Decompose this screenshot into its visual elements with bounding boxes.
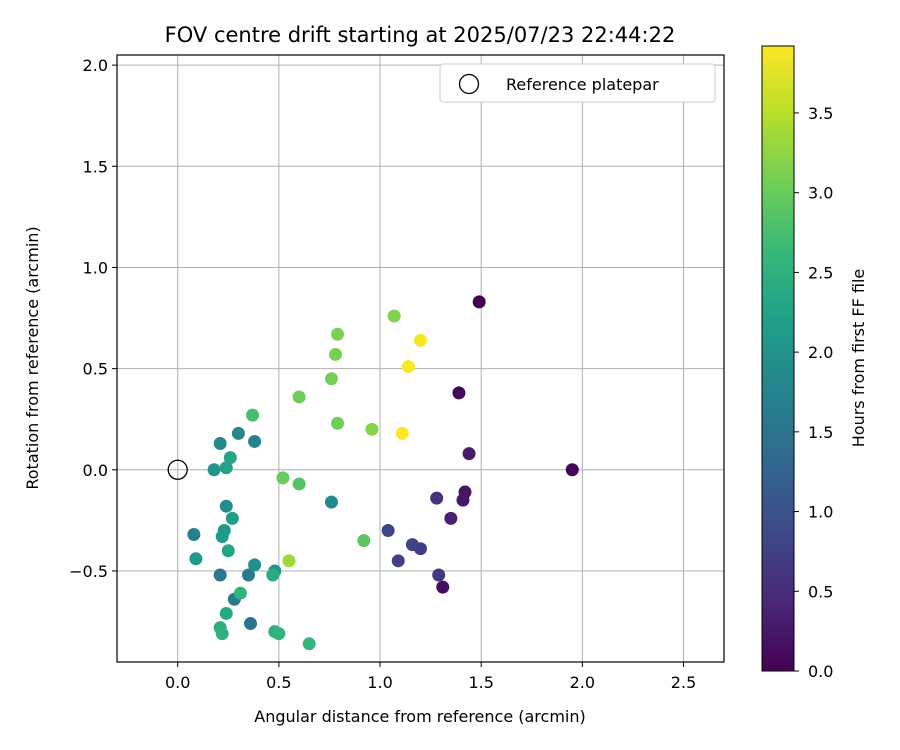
colorbar-tick-label: 2.0 <box>808 343 833 362</box>
reference-platepar-marker <box>167 459 188 480</box>
data-point <box>456 493 470 507</box>
data-point <box>405 538 419 552</box>
data-point <box>248 558 262 572</box>
colorbar-tick-label: 2.5 <box>808 263 833 282</box>
data-point <box>444 511 458 525</box>
data-point <box>233 586 247 600</box>
data-point <box>207 463 221 477</box>
data-point <box>231 426 245 440</box>
y-tick-label: 0.0 <box>83 461 108 480</box>
data-point <box>462 447 476 461</box>
y-tick-label: 1.5 <box>83 157 108 176</box>
colorbar-tick-label: 3.0 <box>808 184 833 203</box>
data-point <box>244 617 258 631</box>
y-tick-label: 1.0 <box>83 258 108 277</box>
data-point <box>387 309 401 323</box>
data-point <box>189 552 203 566</box>
data-point <box>436 580 450 594</box>
y-tick-label: −0.5 <box>69 562 108 581</box>
data-point <box>223 451 237 465</box>
data-point <box>391 554 405 568</box>
colorbar-tick-label: 3.5 <box>808 104 833 123</box>
data-point <box>331 416 345 430</box>
chart-title: FOV centre drift starting at 2025/07/23 … <box>165 23 676 47</box>
data-point <box>282 554 296 568</box>
x-tick-label: 0.0 <box>165 673 190 692</box>
data-point <box>395 426 409 440</box>
x-tick-label: 2.0 <box>570 673 595 692</box>
data-point <box>357 534 371 548</box>
grid-lines <box>117 55 724 662</box>
plot-area-frame <box>116 54 725 663</box>
colorbar-tick-label: 0.0 <box>808 662 833 681</box>
data-point <box>219 461 233 475</box>
data-point <box>324 372 338 386</box>
data-point <box>213 568 227 582</box>
colorbar-tick-label: 1.5 <box>808 423 833 442</box>
data-point <box>248 434 262 448</box>
data-point <box>302 637 316 651</box>
data-point <box>225 511 239 525</box>
data-point <box>246 408 260 422</box>
legend-reference-marker <box>458 73 480 95</box>
x-axis-ticks: 0.0 0.5 1.0 1.5 2.0 2.5 <box>165 662 696 692</box>
data-point <box>401 360 415 374</box>
colorbar-tick-label: 0.5 <box>808 582 833 601</box>
data-point <box>472 295 486 309</box>
data-point <box>292 477 306 491</box>
x-tick-label: 1.5 <box>468 673 493 692</box>
x-tick-label: 0.5 <box>266 673 291 692</box>
data-point <box>381 523 395 537</box>
y-axis-label: Rotation from reference (arcmin) <box>23 226 42 489</box>
data-point <box>266 568 280 582</box>
data-point <box>329 347 343 361</box>
legend: Reference platepar <box>439 63 716 103</box>
data-point <box>272 627 286 641</box>
x-tick-label: 1.0 <box>367 673 392 692</box>
data-point <box>213 436 227 450</box>
y-axis-ticks: −0.5 0.0 0.5 1.0 1.5 2.0 <box>69 56 117 581</box>
data-point <box>219 499 233 513</box>
data-point <box>452 386 466 400</box>
data-point <box>331 327 345 341</box>
data-point <box>430 491 444 505</box>
data-point <box>215 627 229 641</box>
data-point <box>221 544 235 558</box>
data-point <box>565 463 579 477</box>
colorbar-tick-label: 1.0 <box>808 503 833 522</box>
data-points <box>167 295 579 651</box>
y-tick-label: 0.5 <box>83 360 108 379</box>
data-point <box>215 530 229 544</box>
colorbar: 0.0 0.5 1.0 1.5 2.0 2.5 3.0 3.5 Hours from firs… <box>761 45 868 681</box>
x-axis-label: Angular distance from reference (arcmin) <box>254 707 585 726</box>
data-point <box>242 568 256 582</box>
x-tick-label: 2.5 <box>671 673 696 692</box>
data-point <box>414 333 427 347</box>
data-point <box>187 528 201 542</box>
data-point <box>432 568 446 582</box>
data-point <box>292 390 306 404</box>
colorbar-gradient <box>761 45 795 672</box>
colorbar-label: Hours from first FF file <box>849 269 868 448</box>
colorbar-ticks: 0.0 0.5 1.0 1.5 2.0 2.5 3.0 3.5 <box>794 104 833 681</box>
legend-box <box>439 63 716 103</box>
data-point <box>276 471 290 485</box>
data-point <box>324 495 338 509</box>
y-tick-label: 2.0 <box>83 56 108 75</box>
data-point <box>365 422 379 436</box>
data-point <box>219 606 233 620</box>
legend-entry-reference-platepar: Reference platepar <box>506 75 659 94</box>
